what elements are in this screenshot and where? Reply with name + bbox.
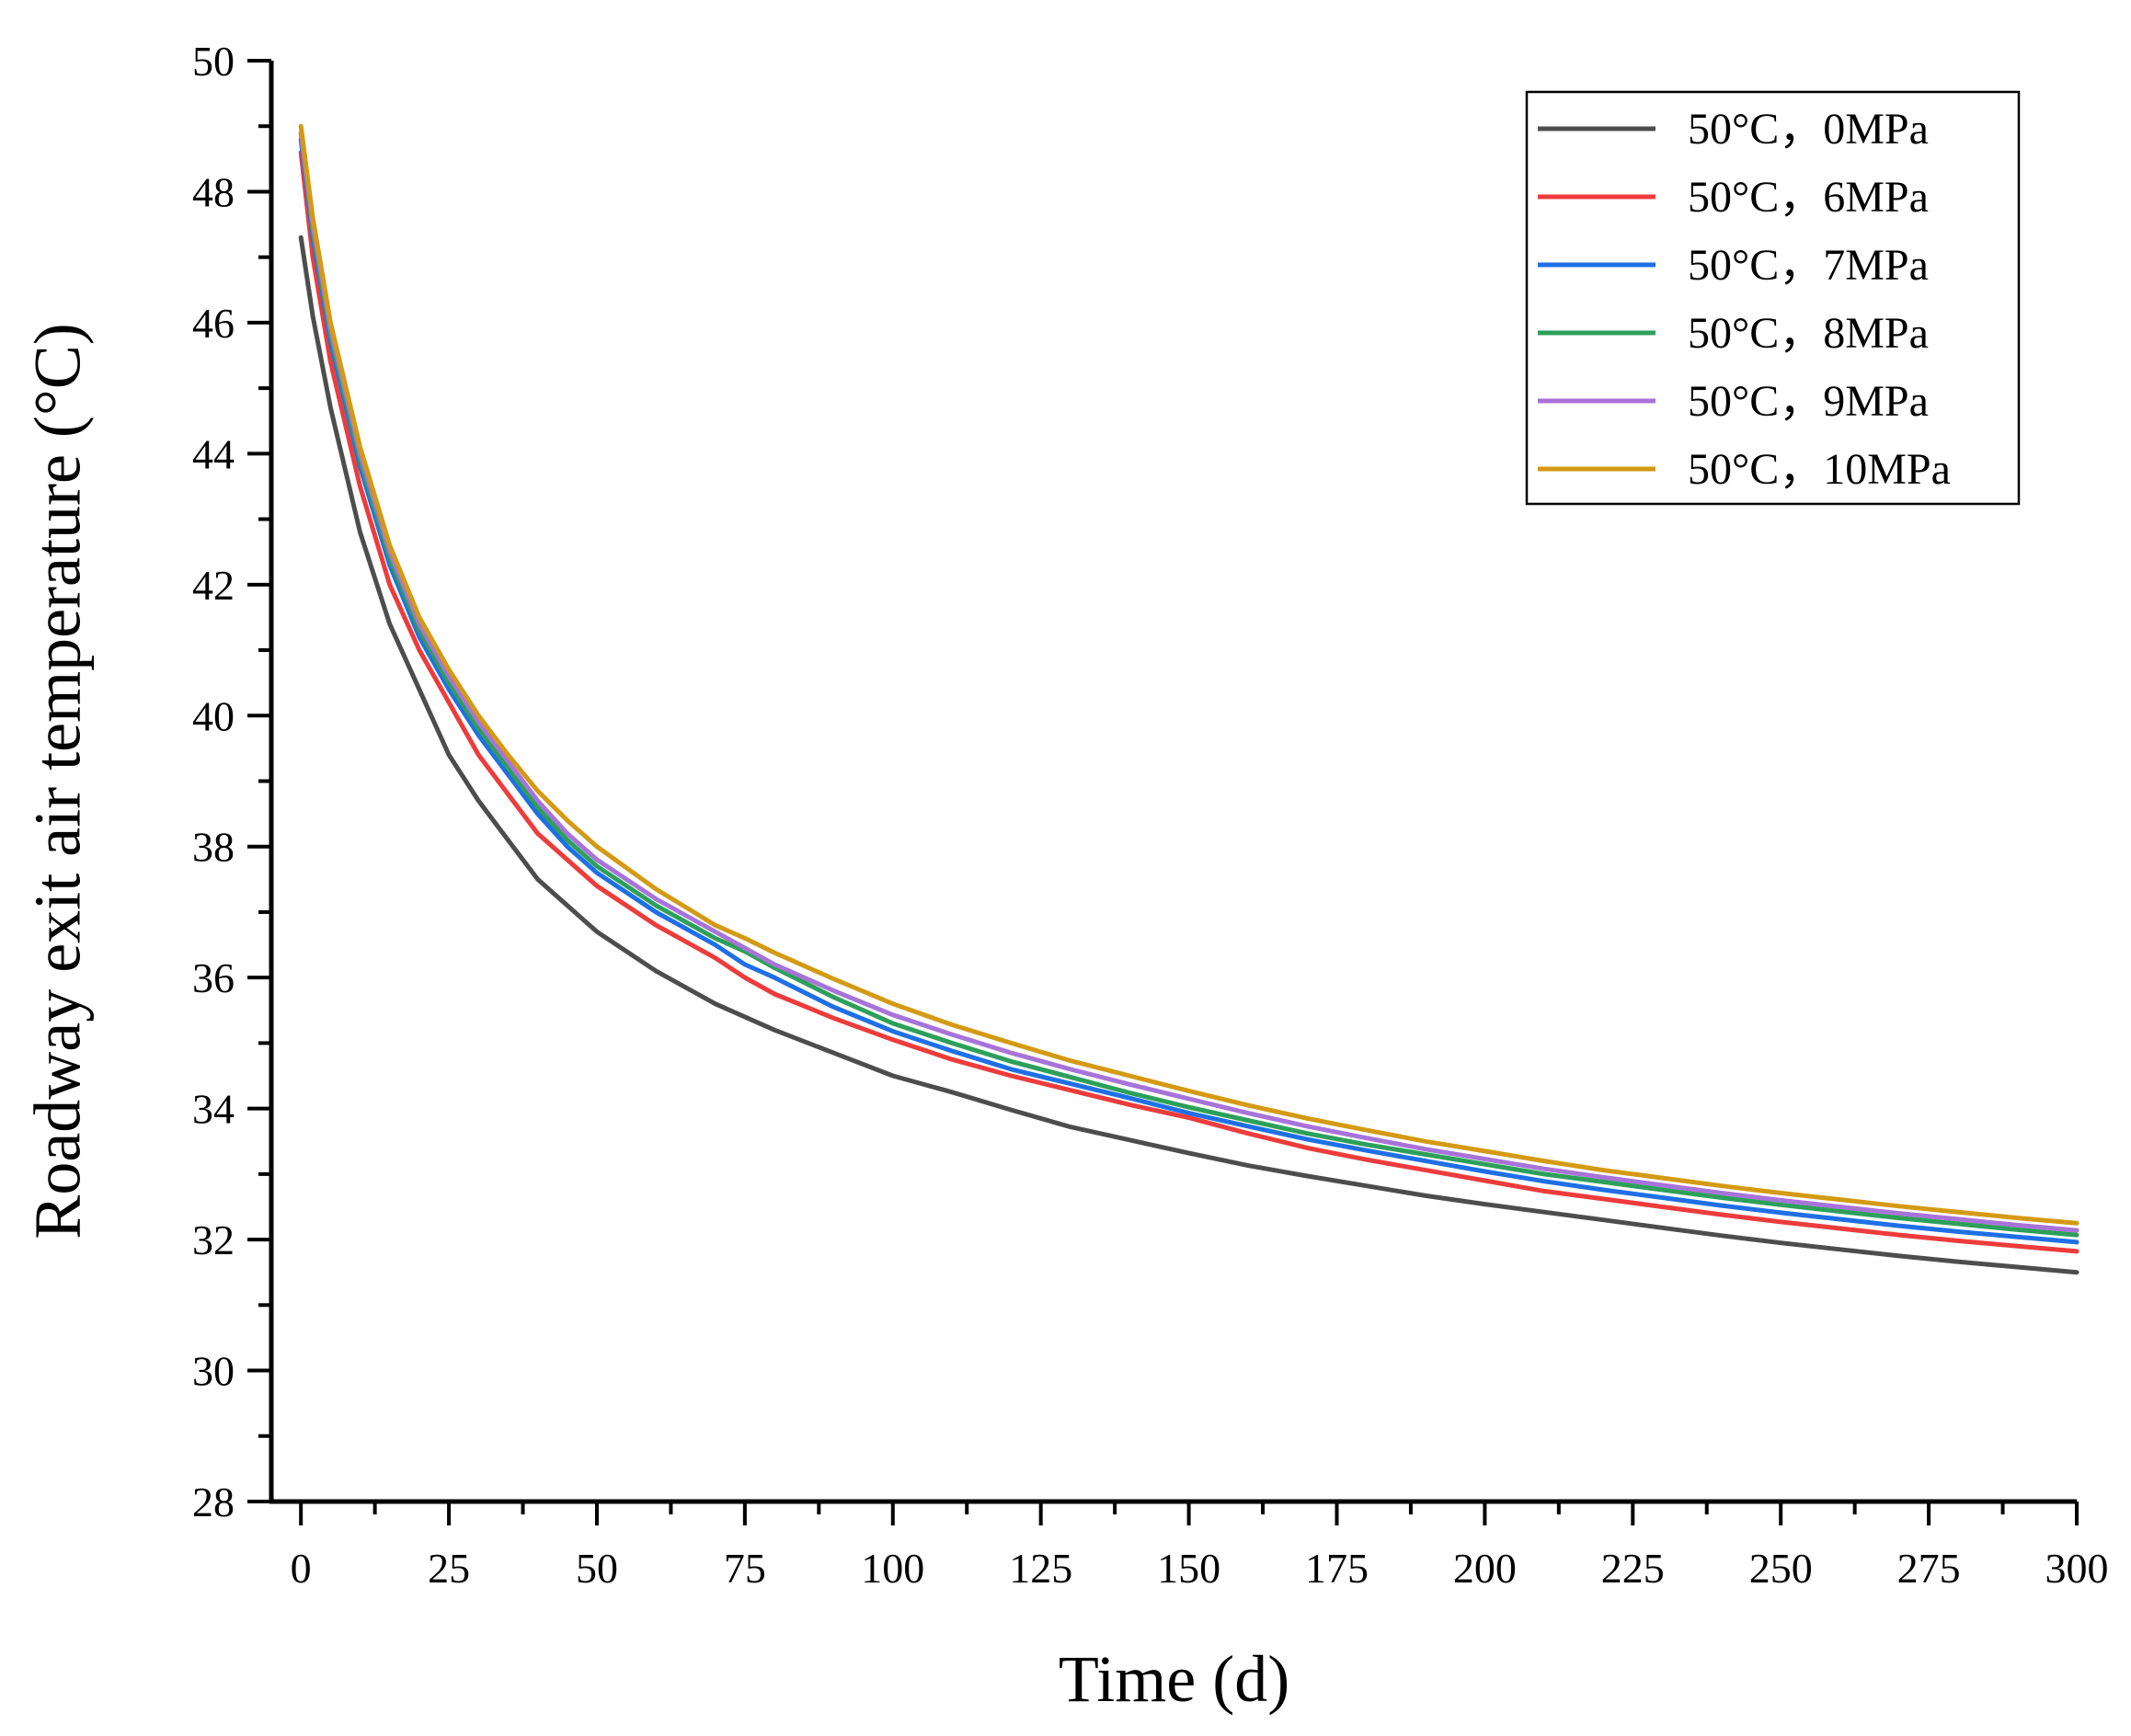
x-tick-label: 125	[1009, 1545, 1072, 1592]
legend-label-1: 50°C，6MPa	[1688, 173, 1929, 222]
y-tick-label: 38	[192, 824, 235, 871]
series-line-0	[298, 234, 2079, 1275]
y-tick-label: 46	[192, 300, 235, 347]
series-line-5	[298, 123, 2079, 1226]
x-tick-label: 175	[1305, 1545, 1369, 1592]
y-axis-title: Roadway exit air temperature (°C)	[21, 323, 95, 1239]
ticks-layer: 0 25 50 75 100 125 150 175 200 225 250 275 300 28 30 32…	[192, 38, 2109, 1592]
series-line-3	[298, 130, 2079, 1238]
series-layer	[298, 123, 2079, 1275]
x-axis-title: Time (d)	[1059, 1642, 1289, 1716]
legend-box	[1525, 90, 2021, 506]
legend-label-3: 50°C，8MPa	[1688, 309, 1929, 358]
y-tick-label: 40	[192, 692, 235, 739]
x-tick-label: 275	[1897, 1545, 1961, 1592]
y-tick-label: 44	[192, 430, 235, 477]
x-tick-label: 250	[1749, 1545, 1813, 1592]
y-tick-label: 28	[192, 1479, 235, 1525]
series-line-4	[298, 130, 2079, 1233]
legend-label-2: 50°C，7MPa	[1688, 241, 1929, 290]
x-tick-label: 50	[576, 1545, 618, 1592]
y-tick-label: 32	[192, 1216, 235, 1263]
legend: 50°C，0MPa 50°C，6MPa 50°C，7MPa 50°C，8MPa 50°C…	[1525, 90, 2021, 506]
x-tick-label: 300	[2045, 1545, 2109, 1592]
series-line-1	[298, 150, 2079, 1254]
y-tick-label: 48	[192, 168, 235, 215]
legend-label-4: 50°C，9MPa	[1688, 377, 1929, 426]
legend-label-0: 50°C，0MPa	[1688, 105, 1929, 154]
y-tick-label: 30	[192, 1348, 235, 1395]
legend-label-5: 50°C，10MPa	[1688, 445, 1951, 494]
y-tick-label: 36	[192, 954, 235, 1001]
x-tick-label: 25	[428, 1545, 470, 1592]
x-tick-label: 75	[724, 1545, 766, 1592]
x-tick-label: 200	[1453, 1545, 1517, 1592]
y-tick-label: 42	[192, 562, 235, 609]
x-tick-label: 225	[1601, 1545, 1665, 1592]
series-line-2	[298, 137, 2079, 1245]
x-tick-label: 150	[1157, 1545, 1220, 1592]
x-tick-label: 100	[861, 1545, 924, 1592]
y-tick-label: 34	[192, 1086, 235, 1133]
x-tick-label: 0	[291, 1545, 312, 1592]
y-tick-label: 50	[192, 38, 235, 85]
